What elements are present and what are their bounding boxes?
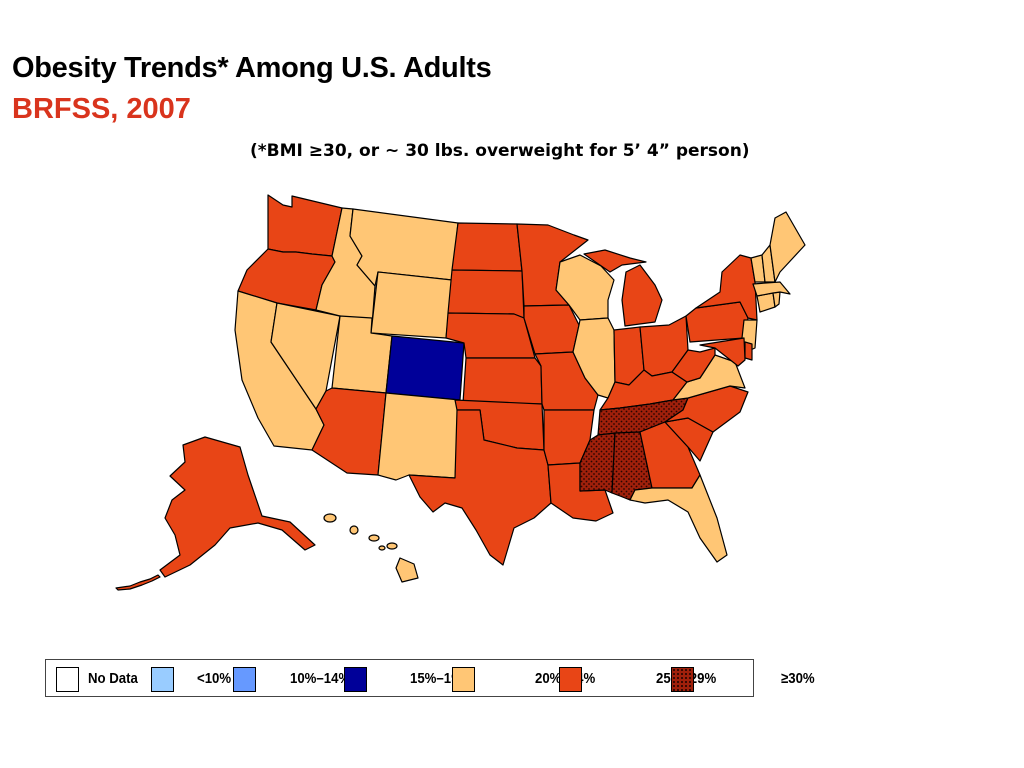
chart-subtitle: BRFSS, 2007: [12, 93, 191, 125]
legend-swatch-20-24: [452, 667, 475, 692]
bmi-footnote: (*BMI ≥30, or ~ 30 lbs. overweight for 5…: [250, 141, 750, 161]
legend-label-no-data: No Data: [88, 670, 138, 687]
state-ME: [769, 211, 806, 283]
state-DE: [744, 341, 753, 361]
legend-swatch-25-29: [559, 667, 582, 692]
state-WA: [267, 194, 343, 257]
legend-label-10-14: 10%–14%: [290, 670, 351, 687]
legend-swatch-no-data: [56, 667, 79, 692]
state-MI: [583, 249, 663, 327]
state-SD: [447, 269, 525, 319]
state-CO: [385, 335, 465, 401]
legend-label-lt10: <10%: [197, 670, 232, 687]
state-KS: [462, 357, 543, 405]
state-NM: [377, 392, 461, 481]
state-WV: [671, 347, 716, 383]
state-FL: [629, 474, 728, 563]
state-ND: [451, 222, 523, 272]
chart-title: Obesity Trends* Among U.S. Adults: [12, 52, 492, 84]
legend-swatch-15-19: [344, 667, 367, 692]
legend-label-30-plus: ≥30%: [781, 670, 815, 687]
state-IA: [523, 304, 580, 355]
state-MA: [752, 281, 791, 297]
legend-swatch-10-14: [233, 667, 256, 692]
state-MD: [699, 337, 746, 367]
state-AZ: [311, 387, 387, 476]
state-AK: [159, 436, 316, 578]
legend-swatch-30-plus: [671, 667, 694, 692]
legend-swatch-lt10: [151, 667, 174, 692]
state-WY: [370, 271, 453, 339]
us-obesity-map: [115, 194, 806, 591]
state-HI: [323, 513, 419, 583]
state-PA: [685, 301, 749, 343]
legend: No Data <10% 10%–14% 15%–19% 20%–24% 25%…: [45, 659, 815, 697]
state-MS: [579, 432, 616, 494]
state-WI: [555, 254, 615, 321]
state-IL: [572, 317, 616, 399]
state-TX: [408, 409, 552, 566]
state-AK-islands: [115, 574, 161, 591]
